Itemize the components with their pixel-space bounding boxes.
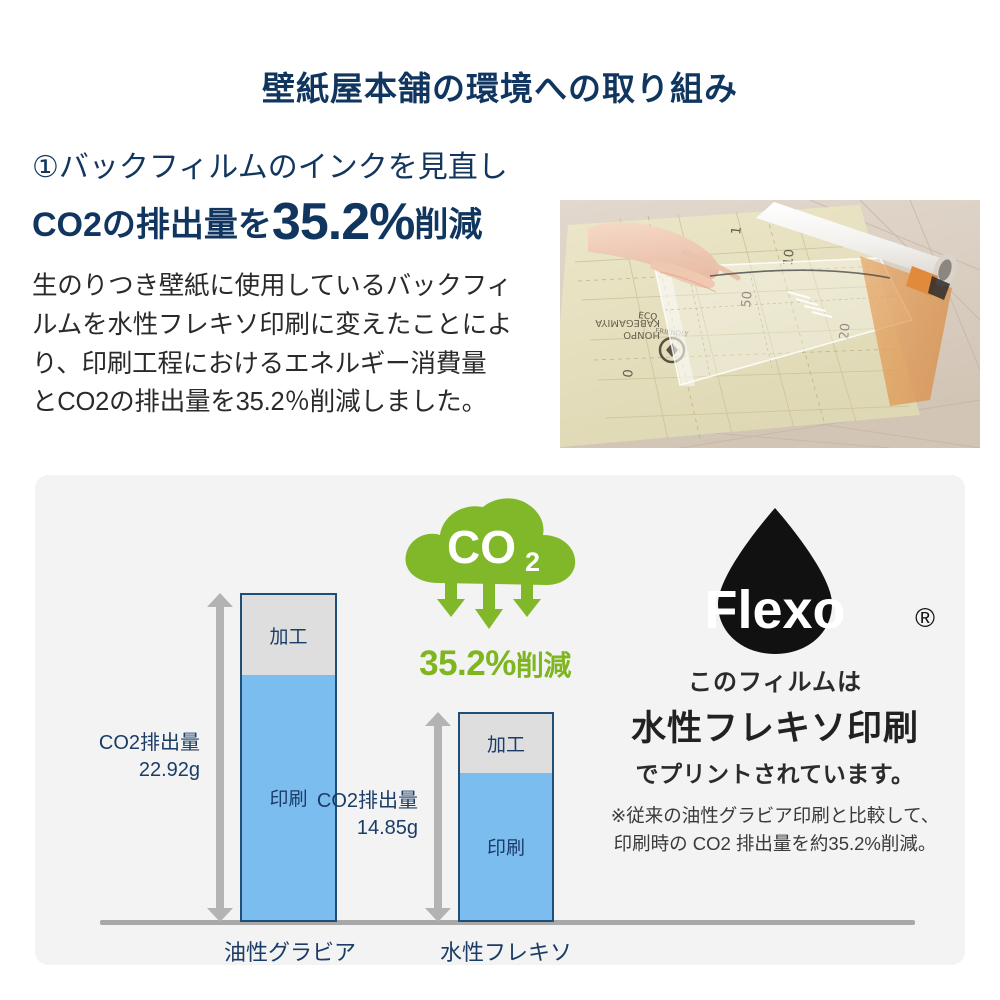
intro-section: ①バックフィルムのインクを見直し CO2の排出量を35.2%削減 生のりつき壁紙… [32,150,547,422]
intro-body-line: り、印刷工程におけるエネルギー消費量 [32,349,487,378]
co2-cloud-icon: CO 2 [380,495,610,640]
category-label-water-flexo: 水性フレキソ [439,940,572,965]
registered-trademark-icon: ® [915,603,935,633]
intro-body-line: とCO2の排出量を35.2％削減しました。 [32,388,487,417]
headline-prefix: CO2の排出量を [32,206,272,245]
svg-text:2: 2 [525,547,540,577]
chart-baseline [100,920,915,925]
measure-caption: CO2排出量 [98,732,200,754]
co2-reduction-value: 35.2% [419,644,516,683]
comparison-panel: 加工 印刷 CO2排出量 22.92g 油性グラビア 加工 印刷 [35,475,965,965]
measure-label-oil-gravure: CO2排出量 22.92g [65,730,200,784]
arrow-head-down [425,908,451,922]
svg-text:20: 20 [837,322,854,340]
measure-total: 22.92g [138,759,200,781]
flexo-logo-text: Flexo [704,580,845,640]
intro-headline: CO2の排出量を35.2%削減 [32,193,547,253]
arrow-head-up [425,712,451,726]
svg-text:FRIENDLY: FRIENDLY [655,327,690,339]
bar-segment-print: 印刷 [460,773,552,920]
intro-body-line: ルムを水性フレキソ印刷に変えたことによ [32,310,513,339]
arrow-shaft [216,604,224,911]
flexo-note-line: ※従来の油性グラビア印刷と比較して、 [610,805,940,826]
co2-reduction-text: 35.2%削減 [380,644,610,684]
flexo-note: ※従来の油性グラビア印刷と比較して、 印刷時の CO2 排出量を約35.2%削減… [595,802,955,858]
measure-caption: CO2排出量 [316,790,418,812]
svg-text:ECO: ECO [638,311,658,323]
flexo-line1: このフィルムは [687,669,863,696]
arrow-head-up [207,593,233,607]
arrow-shaft [434,723,442,911]
co2-bar-chart: 加工 印刷 CO2排出量 22.92g 油性グラビア 加工 印刷 [35,475,965,965]
flexo-line2: 水性フレキソ印刷 [630,709,919,748]
intro-lead: ①バックフィルムのインクを見直し [32,151,508,184]
bar-segment-process: 加工 [242,595,335,677]
intro-body: 生のりつき壁紙に使用しているバックフィ ルムを水性フレキソ印刷に変えたことによ … [32,267,547,422]
svg-text:KABEGAMIYA: KABEGAMIYA [595,317,660,328]
intro-body-line: 生のりつき壁紙に使用しているバックフィ [32,272,512,301]
svg-text:HONPO: HONPO [623,329,660,340]
measure-label-water-flexo: CO2排出量 14.85g [283,788,418,842]
flexo-note-line: 印刷時の CO2 排出量を約35.2%削減。 [613,832,937,854]
measure-arrow-oil-gravure [207,593,233,922]
headline-suffix: 削減 [414,206,483,245]
wallpaper-film-photo: ECO FRIENDLY HONPO KABEGAMIYA 0 50 10 1 … [560,200,980,448]
headline-value: 35.2% [271,193,415,252]
svg-text:CO: CO [447,521,516,573]
svg-text:1: 1 [729,226,745,236]
bar-segment-process: 加工 [460,714,552,775]
category-label-oil-gravure: 油性グラビア [223,940,356,965]
co2-reduction-badge: CO 2 35.2%削減 [380,495,610,684]
measure-arrow-water-flexo [425,712,451,922]
measure-total: 14.85g [356,817,418,839]
flexo-logo: Flexo ® [595,500,955,660]
bar-oil-gravure: 加工 印刷 [240,593,337,922]
bar-segment-print: 印刷 [242,675,335,920]
flexo-certification-block: Flexo ® このフィルムは 水性フレキソ印刷 でプリントされています。 ※従… [595,500,955,858]
svg-text:50: 50 [739,290,756,308]
co2-reduction-suffix: 削減 [515,650,572,681]
svg-text:0: 0 [621,369,637,379]
arrow-head-down [207,908,233,922]
page-title: 壁紙屋本舗の環境への取り組み [262,70,738,107]
flexo-line3: でプリントされています。 [635,761,915,787]
bar-water-flexo: 加工 印刷 [458,712,554,922]
